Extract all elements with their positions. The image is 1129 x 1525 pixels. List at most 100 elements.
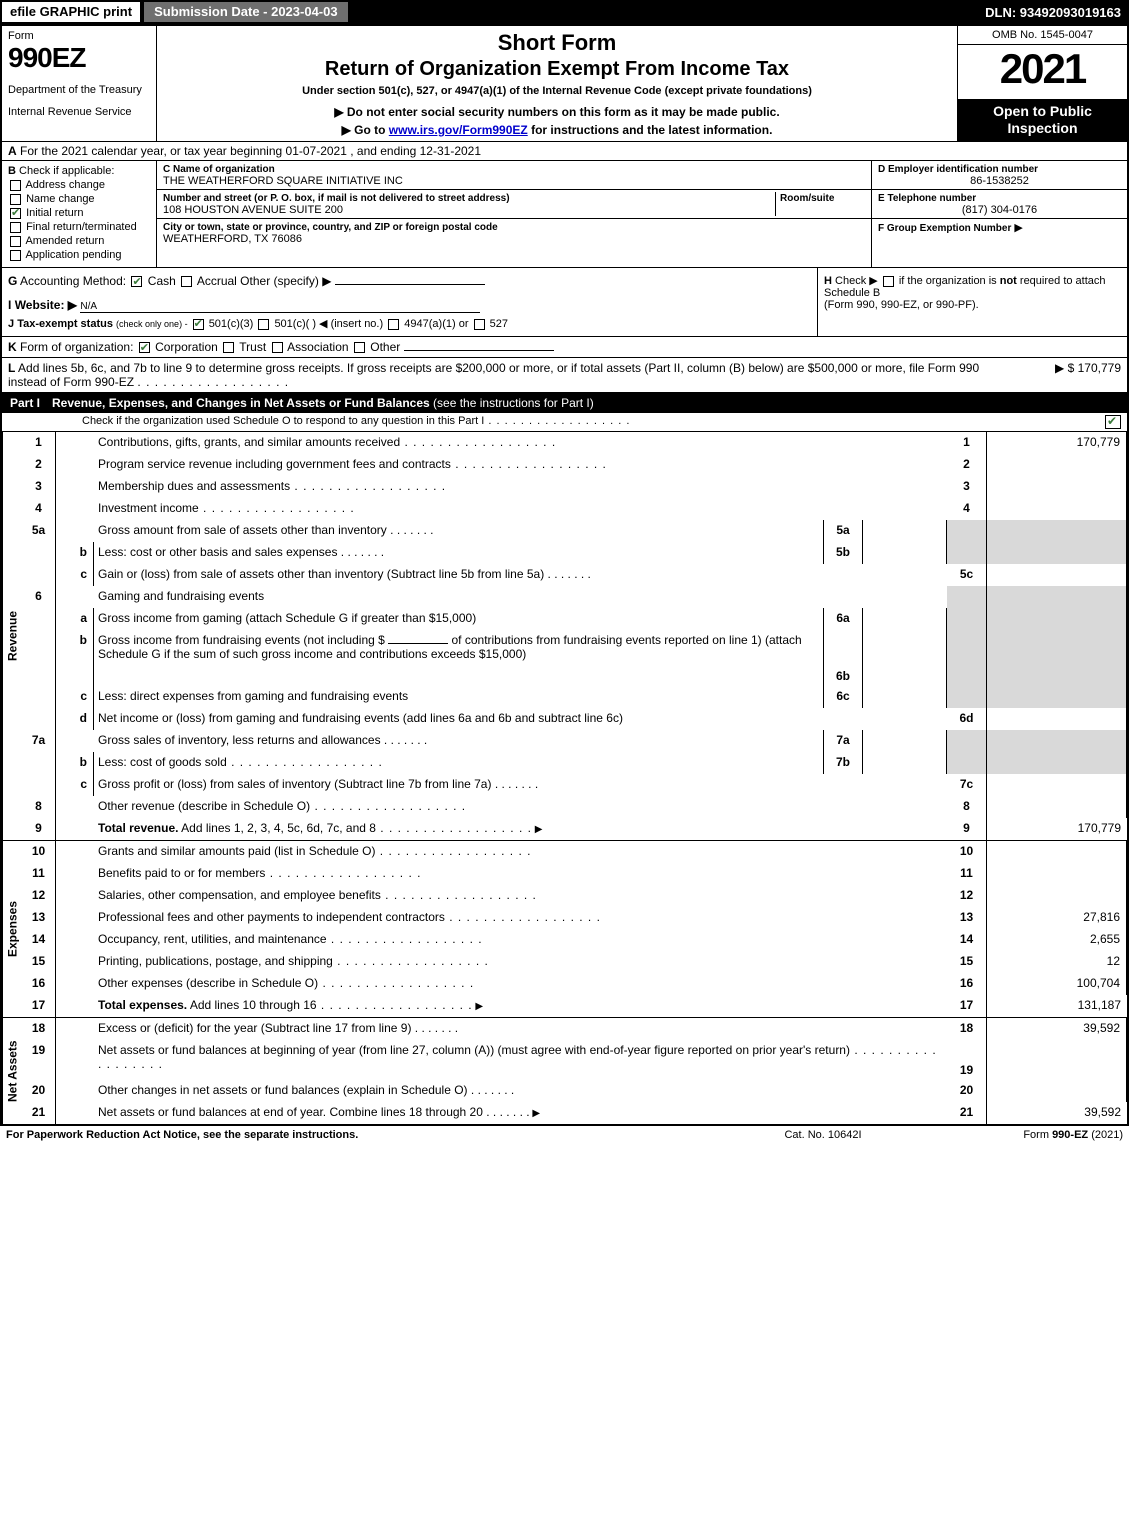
chk-other-org[interactable] bbox=[354, 342, 365, 353]
grey-7a bbox=[947, 730, 987, 752]
submission-date-button[interactable]: Submission Date - 2023-04-03 bbox=[142, 0, 350, 24]
ln-6b: b bbox=[56, 630, 94, 686]
ln-5b: b bbox=[56, 542, 94, 564]
num-6d: 6d bbox=[947, 708, 987, 730]
desc-13: Professional fees and other payments to … bbox=[98, 910, 445, 924]
opt-501c: 501(c)( ) ◀ (insert no.) bbox=[274, 318, 383, 330]
grey-5a bbox=[947, 520, 987, 542]
ln-4: 4 bbox=[22, 498, 56, 520]
cash-label: Cash bbox=[148, 274, 176, 288]
val-18: 39,592 bbox=[987, 1018, 1127, 1040]
grey-val-6c bbox=[987, 686, 1127, 708]
chk-name-change[interactable]: Name change bbox=[8, 193, 150, 205]
desc-6a: Gross income from gaming (attach Schedul… bbox=[98, 611, 476, 625]
opt-4947: 4947(a)(1) or bbox=[404, 318, 468, 330]
ln-15: 15 bbox=[22, 951, 56, 973]
desc-15: Printing, publications, postage, and shi… bbox=[98, 954, 333, 968]
chk-assoc[interactable] bbox=[272, 342, 283, 353]
ln-3: 3 bbox=[22, 476, 56, 498]
mini-6c: 6c bbox=[823, 686, 863, 708]
chk-cash[interactable] bbox=[131, 276, 142, 287]
chk-final-return[interactable]: Final return/terminated bbox=[8, 221, 150, 233]
mini-val-7b bbox=[863, 752, 947, 774]
chk-501c[interactable] bbox=[258, 319, 269, 330]
city-label: City or town, state or province, country… bbox=[163, 222, 498, 233]
part-1-header: Part I Revenue, Expenses, and Changes in… bbox=[2, 393, 1127, 413]
desc-14: Occupancy, rent, utilities, and maintena… bbox=[98, 932, 327, 946]
grey-7b bbox=[947, 752, 987, 774]
num-13: 13 bbox=[947, 907, 987, 929]
desc-5b: Less: cost or other basis and sales expe… bbox=[98, 545, 337, 559]
val-19 bbox=[987, 1040, 1127, 1080]
other-specify-field[interactable] bbox=[335, 284, 485, 285]
mini-val-6c bbox=[863, 686, 947, 708]
ln-16: 16 bbox=[22, 973, 56, 995]
desc-8: Other revenue (describe in Schedule O) bbox=[98, 799, 310, 813]
chk-trust[interactable] bbox=[223, 342, 234, 353]
part-1-sub: (see the instructions for Part I) bbox=[433, 396, 594, 410]
grey-val-6 bbox=[987, 586, 1127, 608]
form-org-label: Form of organization: bbox=[20, 340, 133, 354]
h-text4: (Form 990, 990-EZ, or 990-PF). bbox=[824, 299, 979, 311]
desc-19: Net assets or fund balances at beginning… bbox=[98, 1043, 850, 1057]
sched-o-text: Check if the organization used Schedule … bbox=[82, 415, 484, 427]
room-label: Room/suite bbox=[780, 193, 834, 204]
label-c: C bbox=[163, 164, 170, 175]
chk-label-4: Amended return bbox=[25, 235, 104, 247]
chk-schedule-o[interactable] bbox=[1105, 415, 1121, 429]
other-org-field[interactable] bbox=[404, 350, 554, 351]
chk-accrual[interactable] bbox=[181, 276, 192, 287]
grey-val-6b bbox=[987, 630, 1127, 686]
label-d: D bbox=[878, 164, 885, 175]
num-3: 3 bbox=[947, 476, 987, 498]
num-11: 11 bbox=[947, 863, 987, 885]
desc-18: Excess or (deficit) for the year (Subtra… bbox=[98, 1021, 411, 1035]
accounting-label: Accounting Method: bbox=[20, 274, 126, 288]
ln-19: 19 bbox=[22, 1040, 56, 1080]
tax-year: 2021 bbox=[958, 45, 1127, 99]
footer-form-num: 990-EZ bbox=[1052, 1129, 1088, 1141]
ln-12: 12 bbox=[22, 885, 56, 907]
val-7c bbox=[987, 774, 1127, 796]
row-k: K Form of organization: Corporation Trus… bbox=[2, 337, 1127, 358]
opt-assoc: Association bbox=[287, 340, 348, 354]
line-1: Revenue 1 Contributions, gifts, grants, … bbox=[2, 432, 1127, 841]
label-l: L bbox=[8, 361, 15, 375]
chk-schedule-b[interactable] bbox=[883, 276, 894, 287]
contrib-amount-field[interactable] bbox=[388, 643, 448, 644]
num-7c: 7c bbox=[947, 774, 987, 796]
chk-501c3[interactable] bbox=[193, 319, 204, 330]
chk-label-1: Name change bbox=[26, 193, 95, 205]
footer-cat: Cat. No. 10642I bbox=[723, 1129, 923, 1141]
desc-3: Membership dues and assessments bbox=[98, 479, 290, 493]
chk-amended[interactable]: Amended return bbox=[8, 235, 150, 247]
city-value: WEATHERFORD, TX 76086 bbox=[163, 233, 302, 245]
chk-app-pending[interactable]: Application pending bbox=[8, 249, 150, 261]
label-g: G bbox=[8, 274, 17, 288]
num-17: 17 bbox=[947, 995, 987, 1017]
chk-527[interactable] bbox=[474, 319, 485, 330]
row-a: A For the 2021 calendar year, or tax yea… bbox=[2, 142, 1127, 161]
part-1-label: Part I bbox=[10, 396, 40, 410]
ln-14: 14 bbox=[22, 929, 56, 951]
opt-501c3: 501(c)(3) bbox=[209, 318, 254, 330]
chk-corp[interactable] bbox=[139, 342, 150, 353]
val-3 bbox=[987, 476, 1127, 498]
ssn-warning: ▶ Do not enter social security numbers o… bbox=[163, 105, 951, 119]
goto-link-row: ▶ Go to www.irs.gov/Form990EZ for instru… bbox=[163, 123, 951, 137]
chk-address-change[interactable]: Address change bbox=[8, 179, 150, 191]
ln-20: 20 bbox=[22, 1080, 56, 1102]
ln-13: 13 bbox=[22, 907, 56, 929]
box-c: C Name of organization THE WEATHERFORD S… bbox=[157, 161, 872, 267]
chk-4947[interactable] bbox=[388, 319, 399, 330]
ln-5c: c bbox=[56, 564, 94, 586]
efile-print-button[interactable]: efile GRAPHIC print bbox=[0, 0, 142, 24]
other-label: Other (specify) ▶ bbox=[240, 274, 331, 288]
irs-link[interactable]: www.irs.gov/Form990EZ bbox=[389, 123, 528, 137]
chk-label-5: Application pending bbox=[25, 249, 121, 261]
opt-corp: Corporation bbox=[155, 340, 218, 354]
footer-right-post: (2021) bbox=[1088, 1129, 1123, 1141]
row-l-amount: ▶ $ 170,779 bbox=[1001, 361, 1121, 389]
chk-initial-return[interactable]: Initial return bbox=[8, 207, 150, 219]
desc-11: Benefits paid to or for members bbox=[98, 866, 265, 880]
